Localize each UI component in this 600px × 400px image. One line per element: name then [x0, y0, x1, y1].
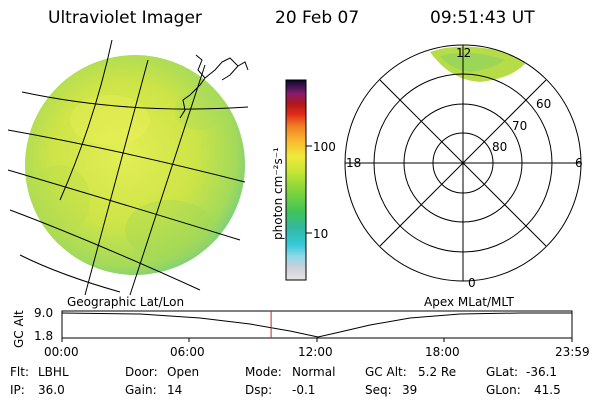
info-mode-key: Mode: [245, 365, 282, 379]
info-gcalt-key: GC Alt: [365, 365, 407, 379]
timeline-xtick-2359: 23:59 [555, 345, 590, 359]
apex-caption: Apex MLat/MLT [424, 295, 514, 309]
geographic-image [25, 55, 245, 275]
info-glat-value: -36.1 [526, 365, 558, 379]
mlt-label-6: 6 [575, 156, 583, 170]
info-gcalt-value: 5.2 Re [418, 365, 457, 379]
timeline-ytick-max: 9.0 [34, 306, 54, 320]
timeline-frame [61, 310, 573, 339]
coastline [179, 54, 249, 119]
timeline-ytick-min: 1.8 [34, 329, 54, 343]
geo-grid [7, 39, 249, 296]
info-door-key: Door: [125, 365, 158, 379]
timeline-plot [61, 310, 573, 342]
info-ip-key: IP: [10, 383, 25, 397]
colorbar-label-100: 100 [313, 140, 336, 154]
mlt-label-0: 0 [468, 276, 476, 290]
info-dsp-key: Dsp: [245, 383, 273, 397]
info-mode-value: Normal [292, 365, 336, 379]
info-ip-value: 36.0 [38, 383, 65, 397]
info-door-value: Open [167, 365, 200, 379]
lat-label-80: 80 [492, 140, 508, 154]
colorbar-label-10: 10 [313, 227, 329, 241]
colorbar-scale [285, 79, 307, 281]
lat-label-70: 70 [512, 119, 528, 133]
polar-diagonal-2 [379, 79, 547, 247]
altitude-curve [61, 312, 572, 338]
mlt-label-12: 12 [456, 46, 472, 60]
instrument-title: Ultraviolet Imager [48, 8, 202, 28]
info-glat-key: GLat: [486, 365, 519, 379]
time-label: 09:51:43 UT [430, 8, 535, 28]
timeline-ticks [61, 338, 573, 342]
info-gain-value: 14 [167, 383, 183, 397]
info-seq-key: Seq: [365, 383, 392, 397]
info-flt-key: Flt: [10, 365, 29, 379]
info-flt-value: LBHL [38, 365, 69, 379]
info-gain-key: Gain: [125, 383, 157, 397]
timeline-axis-label: GC Alt [12, 310, 26, 348]
mlt-label-18: 18 [346, 156, 362, 170]
info-glon-value: 41.5 [534, 383, 561, 397]
lat-label-60: 60 [536, 97, 552, 111]
polar-image [430, 46, 528, 82]
colorbar-unit: photon cm⁻²s⁻¹ [271, 147, 285, 240]
timeline-xtick-0000: 00:00 [44, 345, 79, 359]
geographic-caption: Geographic Lat/Lon [67, 295, 185, 309]
colorbar [285, 79, 312, 281]
timeline-xtick-1800: 18:00 [425, 345, 460, 359]
info-glon-key: GLon: [486, 383, 521, 397]
timeline-xtick-0600: 06:00 [170, 345, 205, 359]
info-dsp-value: -0.1 [292, 383, 316, 397]
info-seq-value: 39 [402, 383, 418, 397]
date-label: 20 Feb 07 [275, 8, 360, 28]
polar-plot [344, 44, 582, 282]
timeline-xtick-1200: 12:00 [298, 345, 333, 359]
